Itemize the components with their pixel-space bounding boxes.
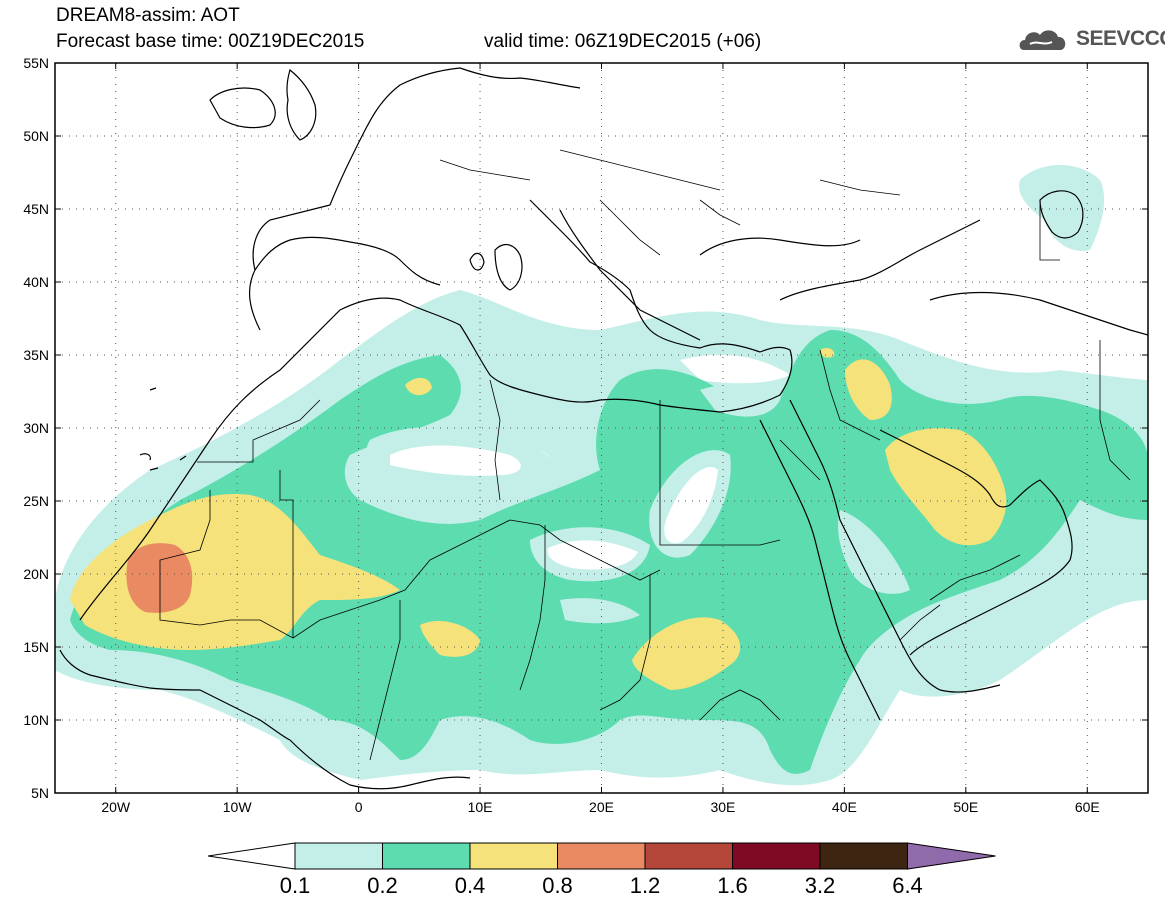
title-forecast-base-time: Forecast base time: 00Z19DEC2015	[56, 31, 365, 52]
colorbar-under-arrow	[207, 842, 296, 870]
logo-text: SEEVCCC	[1076, 27, 1165, 50]
lat-label: 55N	[23, 55, 49, 71]
lon-label: 10E	[468, 799, 493, 815]
coastlines	[59, 67, 1148, 790]
colorbar-label: 3.2	[805, 873, 836, 898]
colorbar-label: 0.8	[542, 873, 573, 898]
colorbar-swatch	[294, 842, 383, 870]
lat-label: 20N	[23, 566, 49, 582]
lat-label: 25N	[23, 493, 49, 509]
lat-label: 40N	[23, 274, 49, 290]
colorbar-labels: 0.1 0.2 0.4 0.8 1.2 1.6 3.2 6.4	[280, 873, 923, 898]
title-line-1: DREAM8-assim: AOT	[56, 5, 240, 26]
lon-label: 0	[355, 799, 363, 815]
lon-label: 20E	[589, 799, 614, 815]
lon-label: 40E	[832, 799, 857, 815]
colorbar-label: 0.4	[455, 873, 486, 898]
colorbar-swatch	[469, 842, 558, 870]
colorbar-over-arrow	[907, 842, 996, 870]
colorbar-label: 0.1	[280, 873, 311, 898]
lat-label: 35N	[23, 347, 49, 363]
gridlines	[55, 63, 1148, 793]
lat-label: 50N	[23, 128, 49, 144]
colorbar-label: 6.4	[892, 873, 923, 898]
lat-label: 15N	[23, 639, 49, 655]
colorbar-swatch	[732, 842, 821, 870]
colorbar	[207, 842, 996, 870]
colorbar-label: 1.6	[717, 873, 748, 898]
colorbar-swatch	[819, 842, 908, 870]
lon-label: 30E	[710, 799, 735, 815]
lon-label: 50E	[953, 799, 978, 815]
borders	[159, 149, 1131, 761]
colorbar-swatch	[644, 842, 733, 870]
longitude-labels: 20W 10W 0 10E 20E 30E 40E 50E 60E	[101, 799, 1099, 815]
lon-label: 60E	[1075, 799, 1100, 815]
aot-fields	[55, 165, 1148, 786]
lon-label: 10W	[223, 799, 253, 815]
lon-label: 20W	[101, 799, 131, 815]
cloud-logo-icon	[1019, 30, 1066, 50]
colorbar-swatch	[382, 842, 471, 870]
colorbar-label: 1.2	[630, 873, 661, 898]
axis-ticks	[55, 62, 1148, 794]
colorbar-label: 0.2	[367, 873, 398, 898]
title-valid-time: valid time: 06Z19DEC2015 (+06)	[484, 31, 762, 52]
latitude-labels: 55N 50N 45N 40N 35N 30N 25N 20N 15N 10N 5N	[23, 55, 49, 801]
lat-label: 5N	[31, 785, 49, 801]
lat-label: 30N	[23, 420, 49, 436]
lat-label: 10N	[23, 712, 49, 728]
colorbar-swatch	[557, 842, 646, 870]
lat-label: 45N	[23, 201, 49, 217]
aot-band-0.1-caspian	[1019, 165, 1105, 251]
aot-band-0.8	[126, 543, 193, 613]
